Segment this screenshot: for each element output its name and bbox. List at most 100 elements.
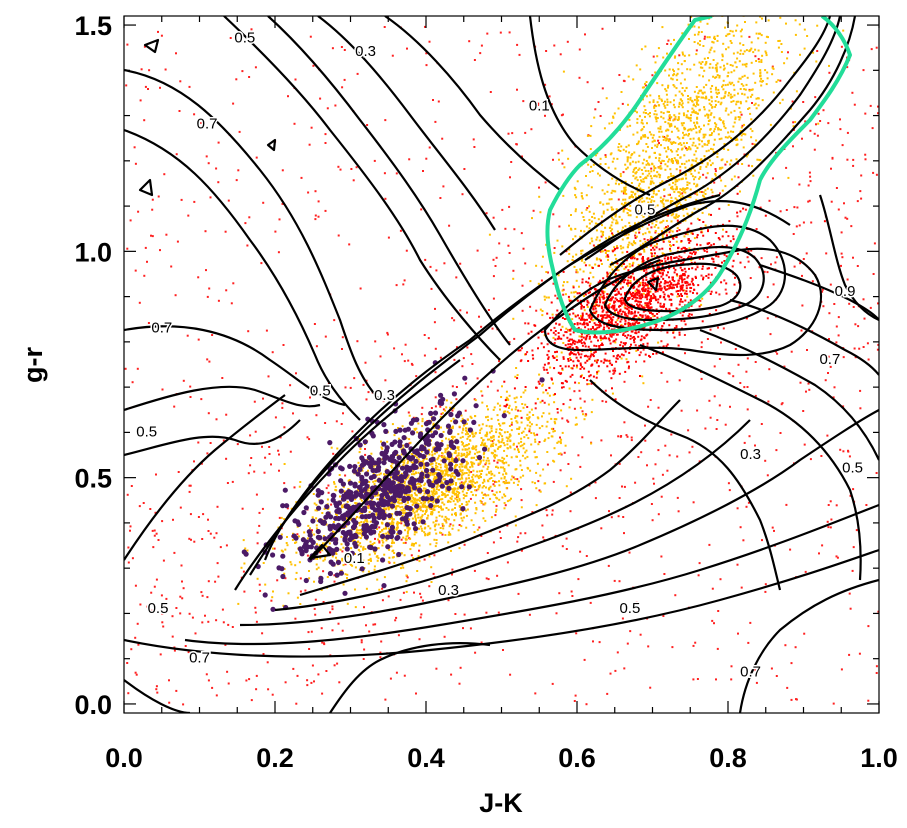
data-point (544, 438, 547, 441)
data-point (201, 538, 204, 540)
data-point (636, 190, 639, 193)
data-point (268, 453, 271, 455)
data-point (518, 53, 521, 56)
data-point (672, 141, 674, 144)
data-point (396, 524, 399, 527)
data-point (439, 356, 442, 359)
data-point (405, 249, 408, 252)
data-point (486, 552, 489, 554)
data-point (602, 212, 605, 215)
data-point (402, 512, 405, 515)
data-point (495, 454, 498, 457)
data-point (709, 328, 712, 331)
data-point (432, 447, 435, 449)
data-point (627, 367, 630, 370)
data-point (818, 552, 820, 555)
data-point (463, 488, 465, 491)
data-point (374, 479, 377, 482)
data-point (816, 134, 819, 137)
data-point (393, 502, 396, 505)
data-point (505, 487, 508, 490)
data-point (214, 580, 217, 583)
data-point (659, 165, 662, 168)
data-point (521, 284, 524, 287)
data-point (601, 87, 604, 90)
data-point (182, 587, 185, 590)
data-point (429, 265, 432, 268)
data-point (473, 59, 476, 61)
data-point (547, 271, 549, 274)
data-point (442, 456, 445, 459)
data-point (471, 493, 474, 496)
data-point (357, 548, 360, 551)
data-point (730, 678, 733, 681)
data-point (509, 434, 512, 437)
data-point (692, 137, 695, 140)
data-point (693, 207, 696, 210)
data-point (657, 513, 660, 516)
data-point (658, 135, 661, 138)
data-point (771, 526, 774, 529)
data-point (583, 261, 586, 264)
data-point (681, 124, 684, 127)
data-point (837, 208, 840, 211)
data-point (686, 181, 689, 184)
data-point (547, 437, 550, 440)
data-point (126, 493, 129, 496)
data-point (516, 445, 518, 448)
data-point (620, 145, 623, 148)
data-point (539, 308, 542, 311)
data-point (690, 114, 692, 117)
data-point (433, 477, 436, 480)
data-point (466, 483, 469, 486)
data-point (359, 557, 362, 560)
data-point (728, 32, 731, 35)
data-point (393, 561, 396, 564)
data-point (510, 429, 513, 432)
data-point (637, 263, 640, 266)
data-point (520, 437, 523, 440)
data-point (773, 529, 775, 532)
data-point (383, 172, 386, 175)
data-point (217, 141, 220, 144)
data-point (666, 43, 669, 45)
data-point (404, 537, 407, 540)
data-point (805, 252, 808, 255)
data-point (635, 196, 638, 199)
data-point (638, 182, 641, 185)
data-point (408, 527, 411, 530)
data-point (570, 477, 573, 480)
data-point (669, 101, 672, 104)
data-point (372, 480, 375, 483)
data-point (459, 478, 462, 481)
data-point (743, 88, 746, 91)
data-point (446, 464, 448, 467)
data-point (623, 234, 626, 237)
data-point (826, 434, 829, 437)
data-point (639, 239, 642, 242)
data-point (611, 221, 614, 224)
data-point (163, 173, 166, 176)
data-point (181, 597, 184, 600)
data-point (427, 337, 430, 340)
data-point (641, 375, 644, 378)
data-point (828, 312, 831, 315)
data-point (388, 506, 391, 509)
data-point (562, 342, 565, 344)
data-point (739, 88, 742, 90)
data-point (348, 479, 351, 482)
data-point (671, 78, 674, 81)
data-point (419, 467, 422, 470)
data-point (487, 449, 490, 452)
data-point (854, 323, 857, 326)
data-point (405, 574, 408, 577)
data-point (433, 473, 436, 476)
data-point (608, 510, 610, 513)
data-point (839, 128, 842, 131)
data-point (562, 293, 565, 296)
data-point (519, 459, 522, 462)
data-point (359, 542, 362, 545)
data-point (675, 240, 678, 243)
data-point (202, 513, 205, 516)
data-point (572, 238, 574, 241)
